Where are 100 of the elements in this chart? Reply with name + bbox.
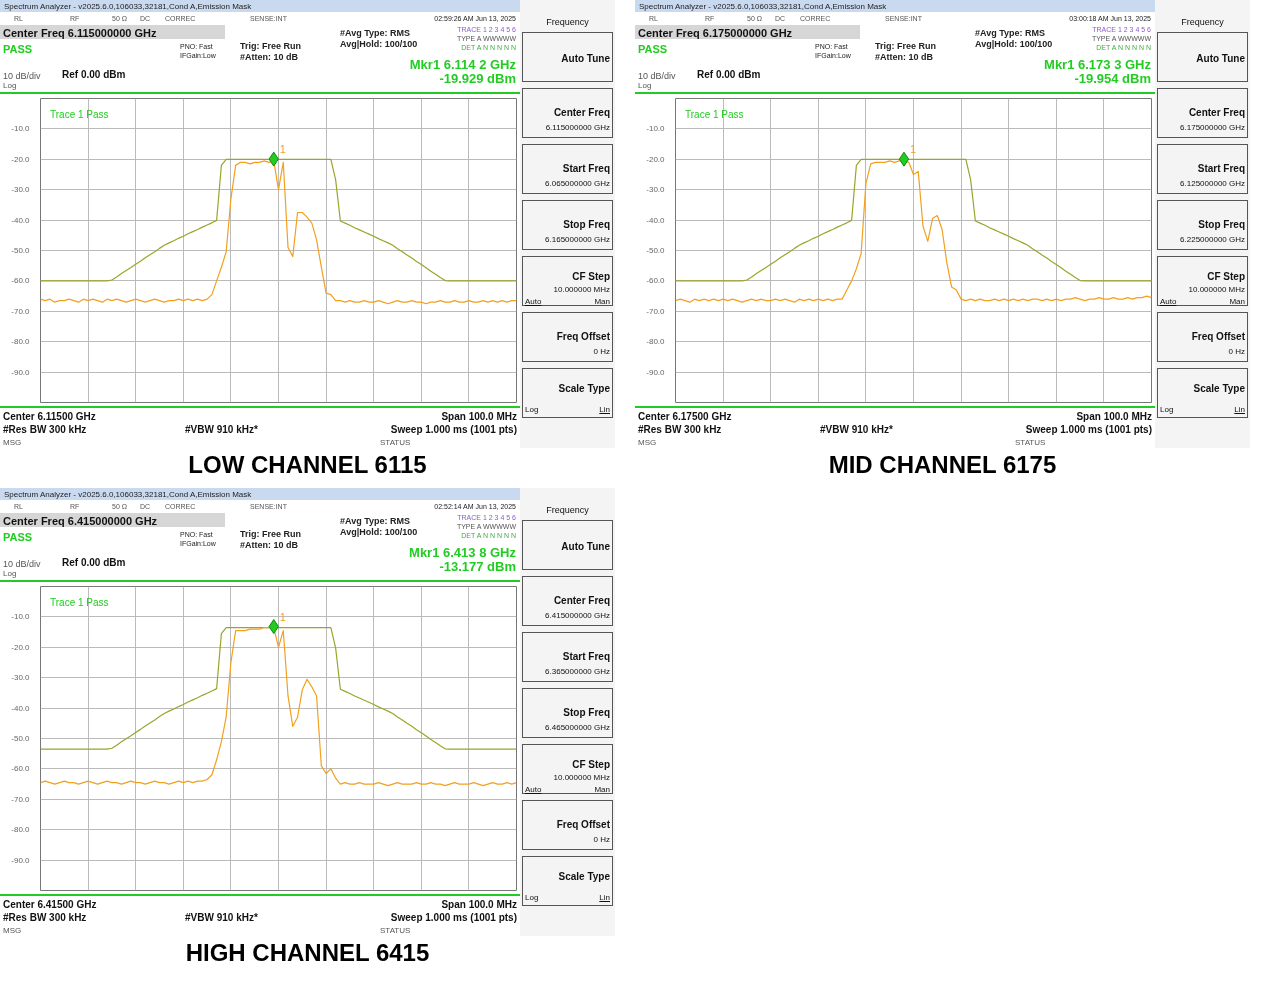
text: Center Freq [553,106,610,120]
text: 6.165000000 GHz [545,234,610,246]
y-tick-label: -10.0 [646,124,666,134]
text: Frequency [545,16,590,29]
text: MSG [3,437,22,449]
text: Scale Type [1193,382,1245,396]
text: 10.000000 MHz [1188,284,1245,296]
y-tick-label: -30.0 [11,673,31,683]
text: 10.000000 MHz [553,772,610,784]
text: Man [594,784,610,796]
annotation: 1 [279,610,286,623]
text: Freq Offset [556,330,610,344]
text: Center Freq [553,594,610,608]
y-tick-label: -90.0 [11,855,31,865]
text: Spectrum Analyzer - v2025.6.0,106033,32181,Cond A,Emission Mask [4,1,252,13]
text: 6.365000000 GHz [545,666,610,678]
text: Log [525,404,539,416]
text: 6.465000000 GHz [545,722,610,734]
text: Man [1229,296,1245,308]
text: CF Step [572,270,610,284]
y-tick-label: -30.0 [11,185,31,195]
text: Avg|Hold: 100/100 [340,38,418,51]
annotation: 1 [909,143,917,156]
text: Stop Freq [1198,218,1245,232]
text: Lin [599,892,610,904]
text: Span 100.0 MHz [1076,410,1152,424]
text: Lin [1234,404,1245,416]
text: #Res BW 300 kHz [638,423,722,437]
text: Start Freq [562,162,610,176]
text: CF Step [572,758,610,772]
text: Span 100.0 MHz [441,410,517,424]
text: Ref 0.00 dBm [697,68,761,82]
text: STATUS [380,437,411,449]
text: #Atten: 10 dB [875,51,934,64]
text: STATUS [1015,437,1046,449]
annotation: 1 [279,143,286,156]
text: Span 100.0 MHz [441,898,517,912]
text: Trig: Free Run [240,528,302,541]
annotation: Trace 1 Pass [50,597,109,609]
y-tick-label: -70.0 [646,306,666,316]
text: Log [638,80,652,92]
text: Scale Type [558,870,610,884]
y-tick-label: -20.0 [11,642,31,652]
text: Man [594,296,610,308]
text: 0 Hz [1228,346,1245,358]
text: 6.115000000 GHz [545,122,610,134]
text: Frequency [545,504,590,517]
text: Sweep 1.000 ms (1001 pts) [390,423,517,437]
text: 6.125000000 GHz [1180,178,1245,190]
text: Spectrum Analyzer - v2025.6.0,106033,32181,Cond A,Emission Mask [639,1,887,13]
text: Center Freq 6.175000000 GHz [638,26,793,41]
text: Sweep 1.000 ms (1001 pts) [390,911,517,925]
text: 0 Hz [593,346,610,358]
text: #Atten: 10 dB [240,51,299,64]
y-tick-label: -40.0 [11,703,31,713]
text: #Avg Type: RMS [975,27,1046,40]
text: #VBW 910 kHz* [185,423,258,437]
y-tick-label: -20.0 [646,154,666,164]
y-tick-label: -50.0 [646,246,666,255]
text: Avg|Hold: 100/100 [340,526,418,539]
text: Trig: Free Run [875,40,937,53]
y-tick-label: -90.0 [646,367,666,377]
y-tick-label: -40.0 [11,215,31,225]
y-tick-label: -60.0 [11,764,31,774]
text: 0 Hz [593,834,610,846]
text: 6.065000000 GHz [545,178,610,190]
text: #Avg Type: RMS [340,27,411,40]
y-tick-label: -80.0 [11,337,31,347]
text: 6.225000000 GHz [1180,234,1245,246]
text: Stop Freq [563,218,610,232]
text: #Res BW 300 kHz [3,911,87,925]
text: MID CHANNEL 6175 [827,450,1058,480]
y-tick-label: -10.0 [11,124,31,134]
text: Center 6.11500 GHz [3,410,96,424]
text: Sweep 1.000 ms (1001 pts) [1025,423,1152,437]
text: CF Step [1207,270,1245,284]
text: Avg|Hold: 100/100 [975,38,1053,51]
y-tick-label: -60.0 [11,276,31,286]
text: Auto [1160,296,1177,308]
y-tick-label: -80.0 [11,825,31,835]
text: Center 6.41500 GHz [3,898,97,912]
annotation: Trace 1 Pass [50,109,109,121]
y-tick-label: -60.0 [646,276,666,286]
text: Trig: Free Run [240,40,302,53]
text: Center 6.17500 GHz [638,410,732,424]
text: Spectrum Analyzer - v2025.6.0,106033,32181,Cond A,Emission Mask [4,489,252,501]
text: Frequency [1180,16,1225,29]
y-tick-label: -50.0 [11,734,31,743]
text: MSG [3,925,22,937]
text: #Res BW 300 kHz [3,423,87,437]
text: PASS [3,530,33,545]
text: Start Freq [1197,162,1245,176]
text: Log [525,892,539,904]
text: #VBW 910 kHz* [820,423,893,437]
text: 10 dB/div [3,558,41,571]
text: Freq Offset [556,818,610,832]
y-tick-label: -40.0 [646,215,666,225]
text: Auto [525,784,542,796]
text: Auto Tune [561,52,610,66]
y-tick-label: -90.0 [11,367,31,377]
